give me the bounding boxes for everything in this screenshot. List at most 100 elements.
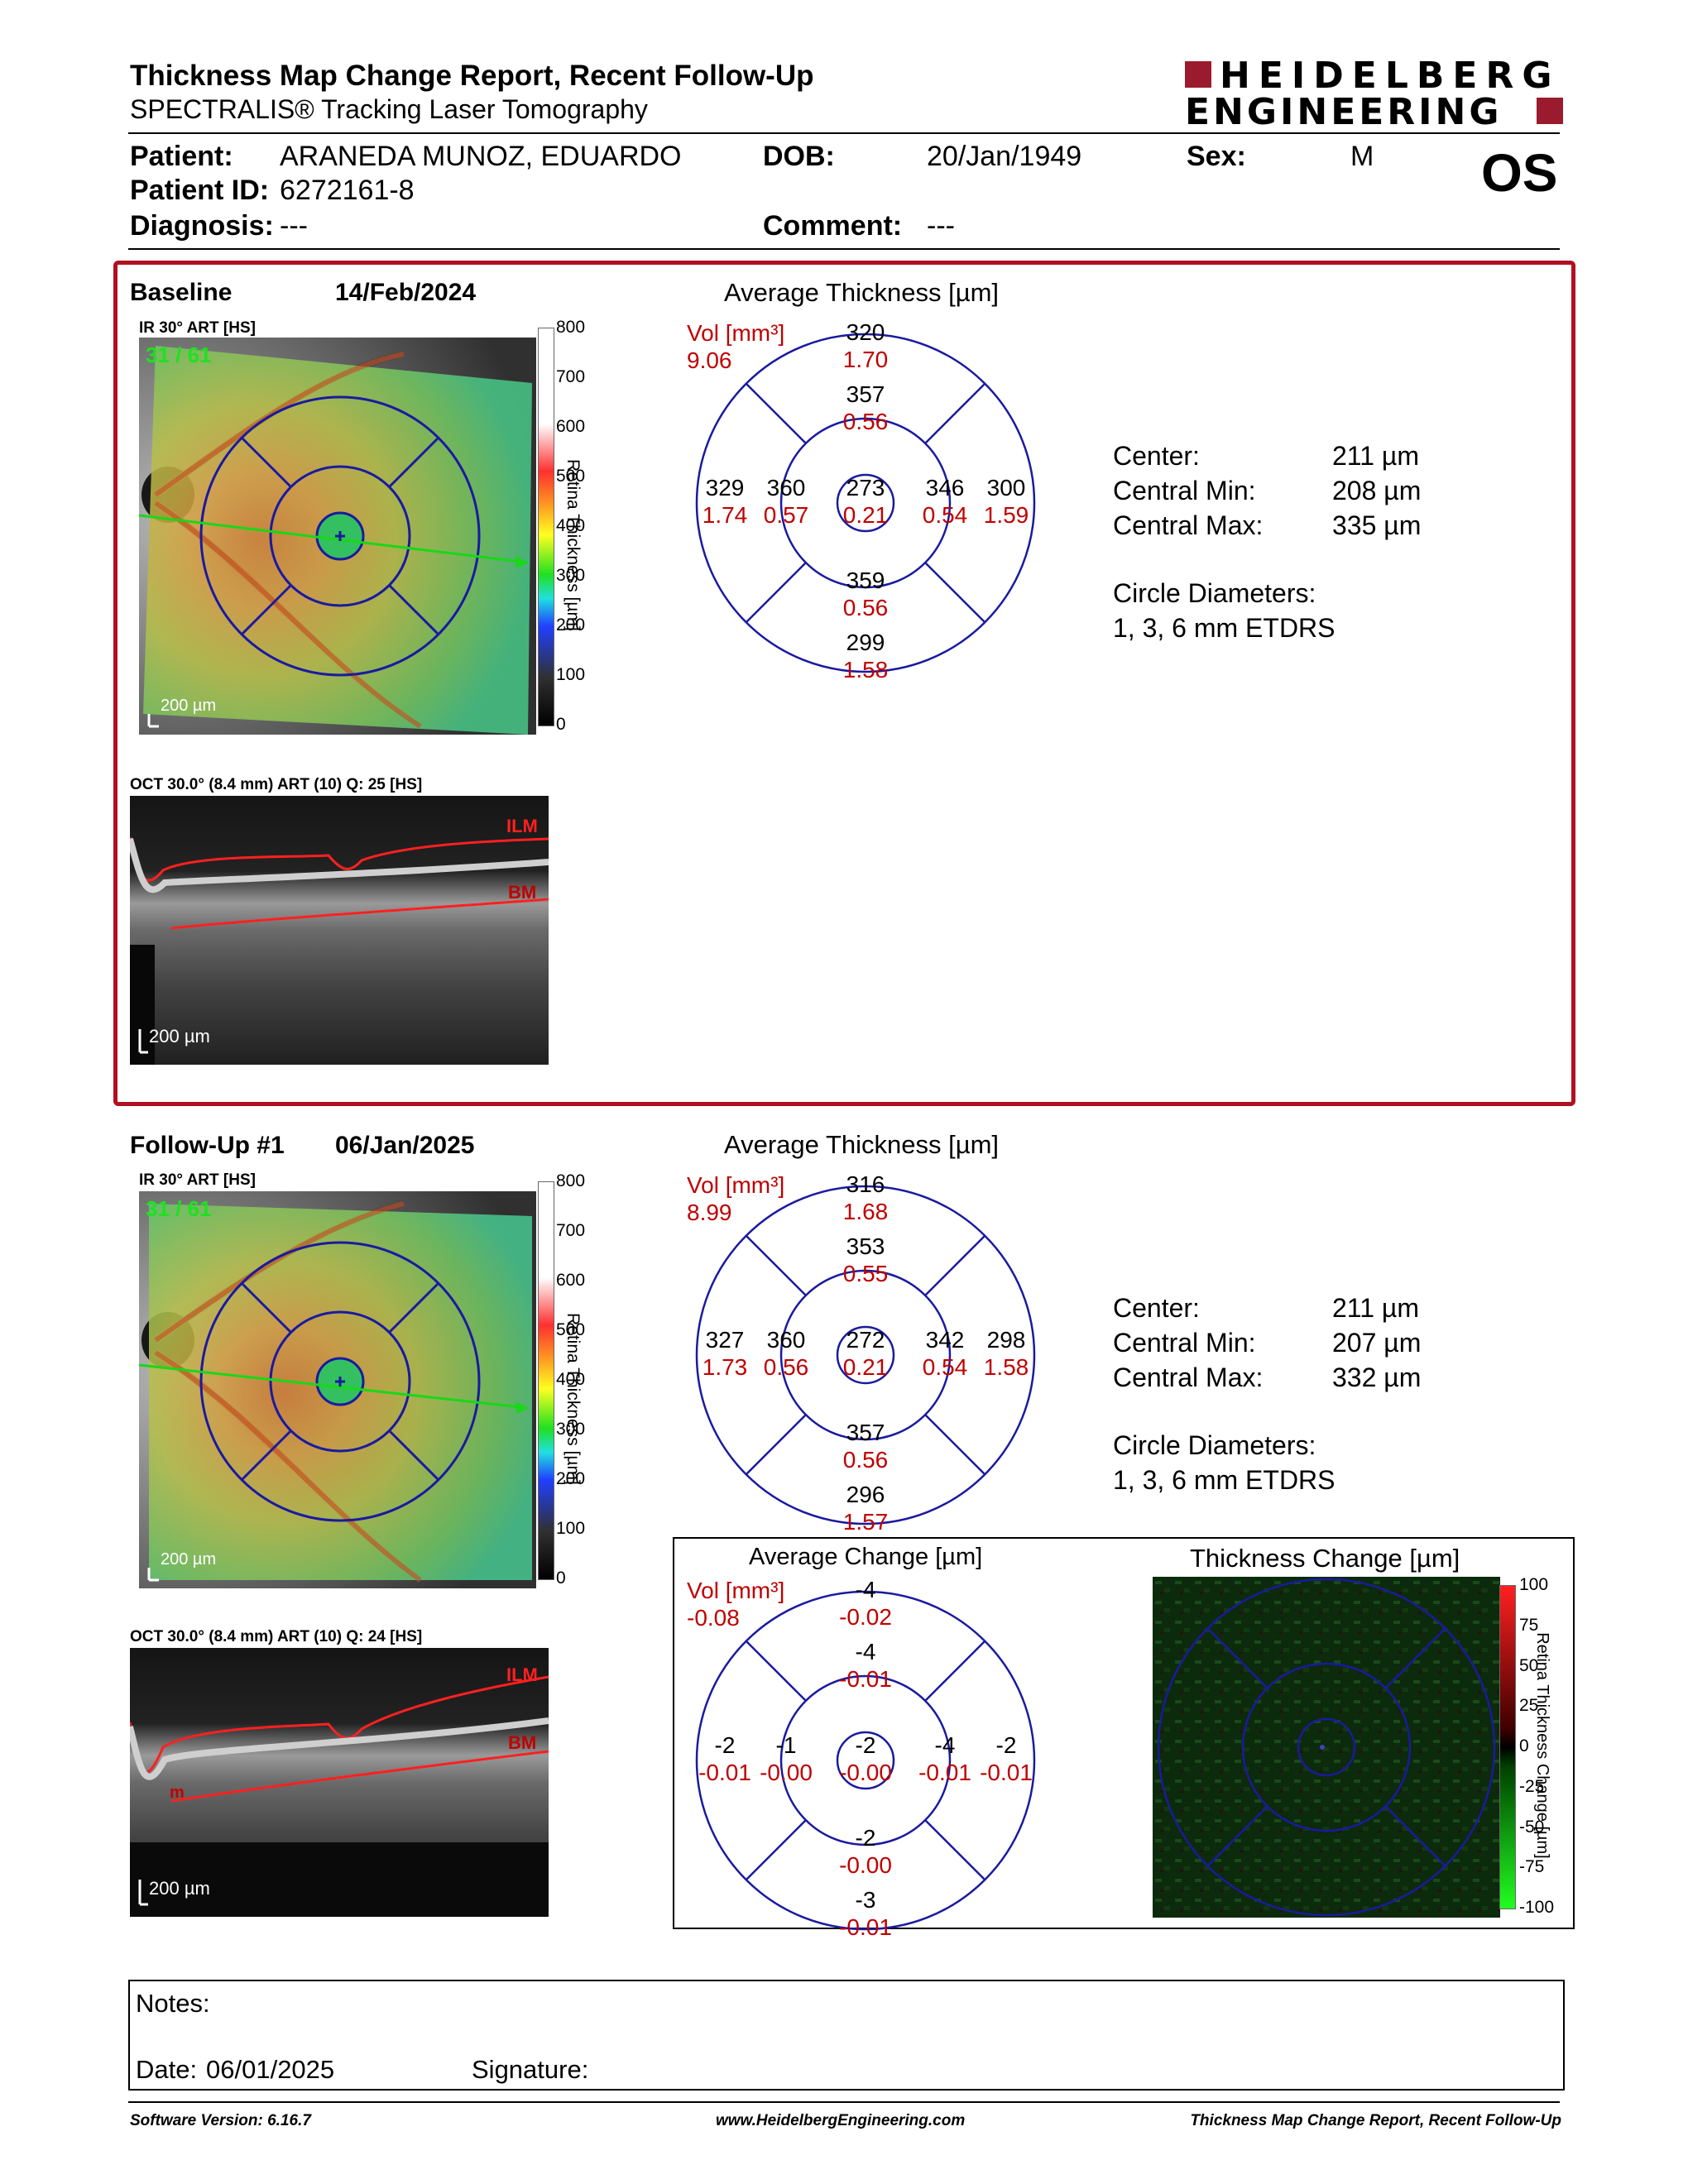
change-map-title: Thickness Change [µm] <box>1190 1544 1460 1573</box>
change-colorbar <box>1499 1585 1516 1909</box>
followup-sector-inner-inf-volume: 0.56 <box>842 1447 889 1473</box>
change-sector-center-volume: -0.00 <box>839 1760 892 1785</box>
followup-sector-inner-tmp-thickness: 342 <box>925 1327 965 1353</box>
thickness-change-map <box>1153 1577 1500 1918</box>
baseline-sector-outer-tmp-thickness: 300 <box>986 475 1026 500</box>
followup-colorbar-tick: 600 <box>556 1271 586 1290</box>
baseline-colorbar-tick: 300 <box>556 566 586 585</box>
baseline-label: Baseline <box>130 279 233 306</box>
baseline-oct-scan <box>130 796 549 1065</box>
change-sector-outer-tmp-thickness: -2 <box>995 1732 1017 1758</box>
baseline-sector-outer-nas: 329 1.74 <box>675 474 774 529</box>
baseline-panel <box>113 261 1575 1106</box>
change-sector-outer-inf-thickness: -3 <box>855 1887 876 1913</box>
comment-label: Comment: <box>763 210 903 242</box>
change-colorbar-tick: -100 <box>1519 1898 1555 1917</box>
followup-vol-label: Vol [mm³] <box>687 1172 785 1198</box>
change-sector-inner-sup-volume: -0.01 <box>839 1666 892 1692</box>
followup-sector-outer-tmp: 298 1.58 <box>957 1326 1056 1381</box>
change-colorbar-tick: 75 <box>1519 1615 1539 1635</box>
baseline-min-value: 208 µm <box>1332 476 1422 505</box>
change-sector-outer-sup-volume: -0.02 <box>839 1604 892 1630</box>
followup-sector-inner-nas-thickness: 360 <box>766 1327 806 1353</box>
baseline-colorbar-tick: 500 <box>556 467 586 486</box>
change-sector-inner-inf-thickness: -2 <box>855 1825 876 1851</box>
followup-colorbar-tick: 100 <box>556 1519 586 1538</box>
baseline-colorbar-tick: 200 <box>556 615 586 635</box>
patient-label: Patient: <box>130 141 233 172</box>
baseline-etdrs-grid <box>695 333 1036 673</box>
baseline-stats: Center: 211 µm Central Min: 208 µm Central… <box>1113 438 1421 645</box>
logo-block-bottom <box>1537 98 1563 124</box>
followup-avg-title: Average Thickness [µm] <box>724 1130 1000 1159</box>
baseline-colorbar-tick: 600 <box>556 417 586 436</box>
followup-thickness-map <box>139 1191 536 1588</box>
followup-colorbar-tick: 200 <box>556 1469 586 1488</box>
baseline-sector-outer-tmp: 300 1.59 <box>957 474 1056 529</box>
baseline-sector-outer-sup-thickness: 320 <box>846 319 885 345</box>
sex: M <box>1350 141 1374 172</box>
followup-colorbar-tick: 800 <box>556 1171 586 1190</box>
followup-max-label: Central Max: <box>1113 1363 1264 1392</box>
patient-id-label: Patient ID: <box>130 175 270 206</box>
followup-sector-outer-tmp-volume: 1.58 <box>983 1354 1029 1380</box>
baseline-colorbar-tick: 800 <box>556 318 586 337</box>
baseline-sector-outer-tmp-volume: 1.59 <box>983 502 1029 528</box>
baseline-max-label: Central Max: <box>1113 510 1264 540</box>
followup-colorbar-tick: 400 <box>556 1370 586 1389</box>
patient-id: 6272161-8 <box>280 175 415 206</box>
change-panel <box>673 1537 1575 1929</box>
followup-circle-value: 1, 3, 6 mm ETDRS <box>1113 1465 1336 1495</box>
baseline-sector-outer-inf: 299 1.58 <box>816 629 915 683</box>
notes-box <box>128 1980 1565 2091</box>
followup-sector-inner-sup: 353 0.55 <box>816 1233 915 1287</box>
baseline-bm-label: BM <box>508 882 537 903</box>
baseline-sector-inner-nas-thickness: 360 <box>766 475 806 500</box>
baseline-sector-inner-tmp: 346 0.54 <box>895 474 995 529</box>
followup-sector-outer-tmp-thickness: 298 <box>986 1327 1026 1353</box>
baseline-sector-center: 273 0.21 <box>816 474 915 529</box>
change-sector-inner-tmp: -4 -0.01 <box>895 1731 995 1786</box>
patient-rule <box>128 248 1560 250</box>
followup-etdrs-grid <box>695 1185 1036 1525</box>
baseline-sector-inner-nas: 360 0.57 <box>736 474 836 529</box>
baseline-thickness-map <box>139 338 536 735</box>
notes-label: Notes: <box>136 1989 210 2018</box>
change-colorbar-tick: -75 <box>1519 1857 1545 1877</box>
change-sector-inner-inf: -2 -0.00 <box>816 1824 915 1879</box>
eye-indicator: OS <box>1481 143 1558 203</box>
baseline-colorbar-tick: 700 <box>556 367 586 386</box>
baseline-ir-scalebar: 200 µm <box>161 697 217 715</box>
followup-sector-outer-sup: 316 1.68 <box>816 1171 915 1225</box>
followup-colorbar <box>538 1181 554 1580</box>
followup-colorbar-tick: 500 <box>556 1320 586 1339</box>
baseline-vol-label: Vol [mm³] <box>687 320 785 346</box>
followup-circle-label: Circle Diameters: <box>1113 1430 1316 1460</box>
followup-sector-inner-sup-volume: 0.55 <box>842 1261 889 1286</box>
baseline-sector-outer-inf-volume: 1.58 <box>842 657 889 682</box>
baseline-sector-inner-sup: 357 0.56 <box>816 381 915 435</box>
followup-ir-scalebar: 200 µm <box>161 1550 217 1569</box>
sex-label: Sex: <box>1187 141 1246 172</box>
baseline-sector-inner-inf-thickness: 359 <box>846 568 885 593</box>
baseline-ir-label: IR 30° ART [HS] <box>139 319 256 337</box>
change-sector-outer-nas-volume: -0.01 <box>698 1760 751 1785</box>
header-rule <box>128 132 1560 134</box>
followup-oct-scan <box>130 1648 549 1917</box>
change-sector-inner-tmp-thickness: -4 <box>934 1732 956 1758</box>
change-sector-inner-nas: -1 -0.00 <box>736 1731 836 1786</box>
baseline-colorbar-tick: 0 <box>556 715 566 734</box>
followup-colorbar-tick: 0 <box>556 1569 566 1588</box>
change-sector-outer-sup: -4 -0.02 <box>816 1576 915 1631</box>
baseline-colorbar-tick: 100 <box>556 665 586 684</box>
followup-oct-scalebar: 200 µm <box>149 1878 210 1899</box>
followup-stats: Center: 211 µm Central Min: 207 µm Central… <box>1113 1291 1421 1497</box>
change-sector-outer-inf-volume: -0.01 <box>839 1914 892 1940</box>
baseline-vol-total: 9.06 <box>687 347 732 373</box>
change-vol-total: -0.08 <box>687 1605 740 1631</box>
baseline-date: 14/Feb/2024 <box>335 279 477 306</box>
baseline-sector-outer-nas-thickness: 329 <box>705 475 745 500</box>
baseline-oct-label: OCT 30.0° (8.4 mm) ART (10) Q: 25 [HS] <box>130 776 423 793</box>
baseline-avg-title: Average Thickness [µm] <box>724 278 1000 307</box>
followup-bm-label: BM <box>508 1732 537 1753</box>
